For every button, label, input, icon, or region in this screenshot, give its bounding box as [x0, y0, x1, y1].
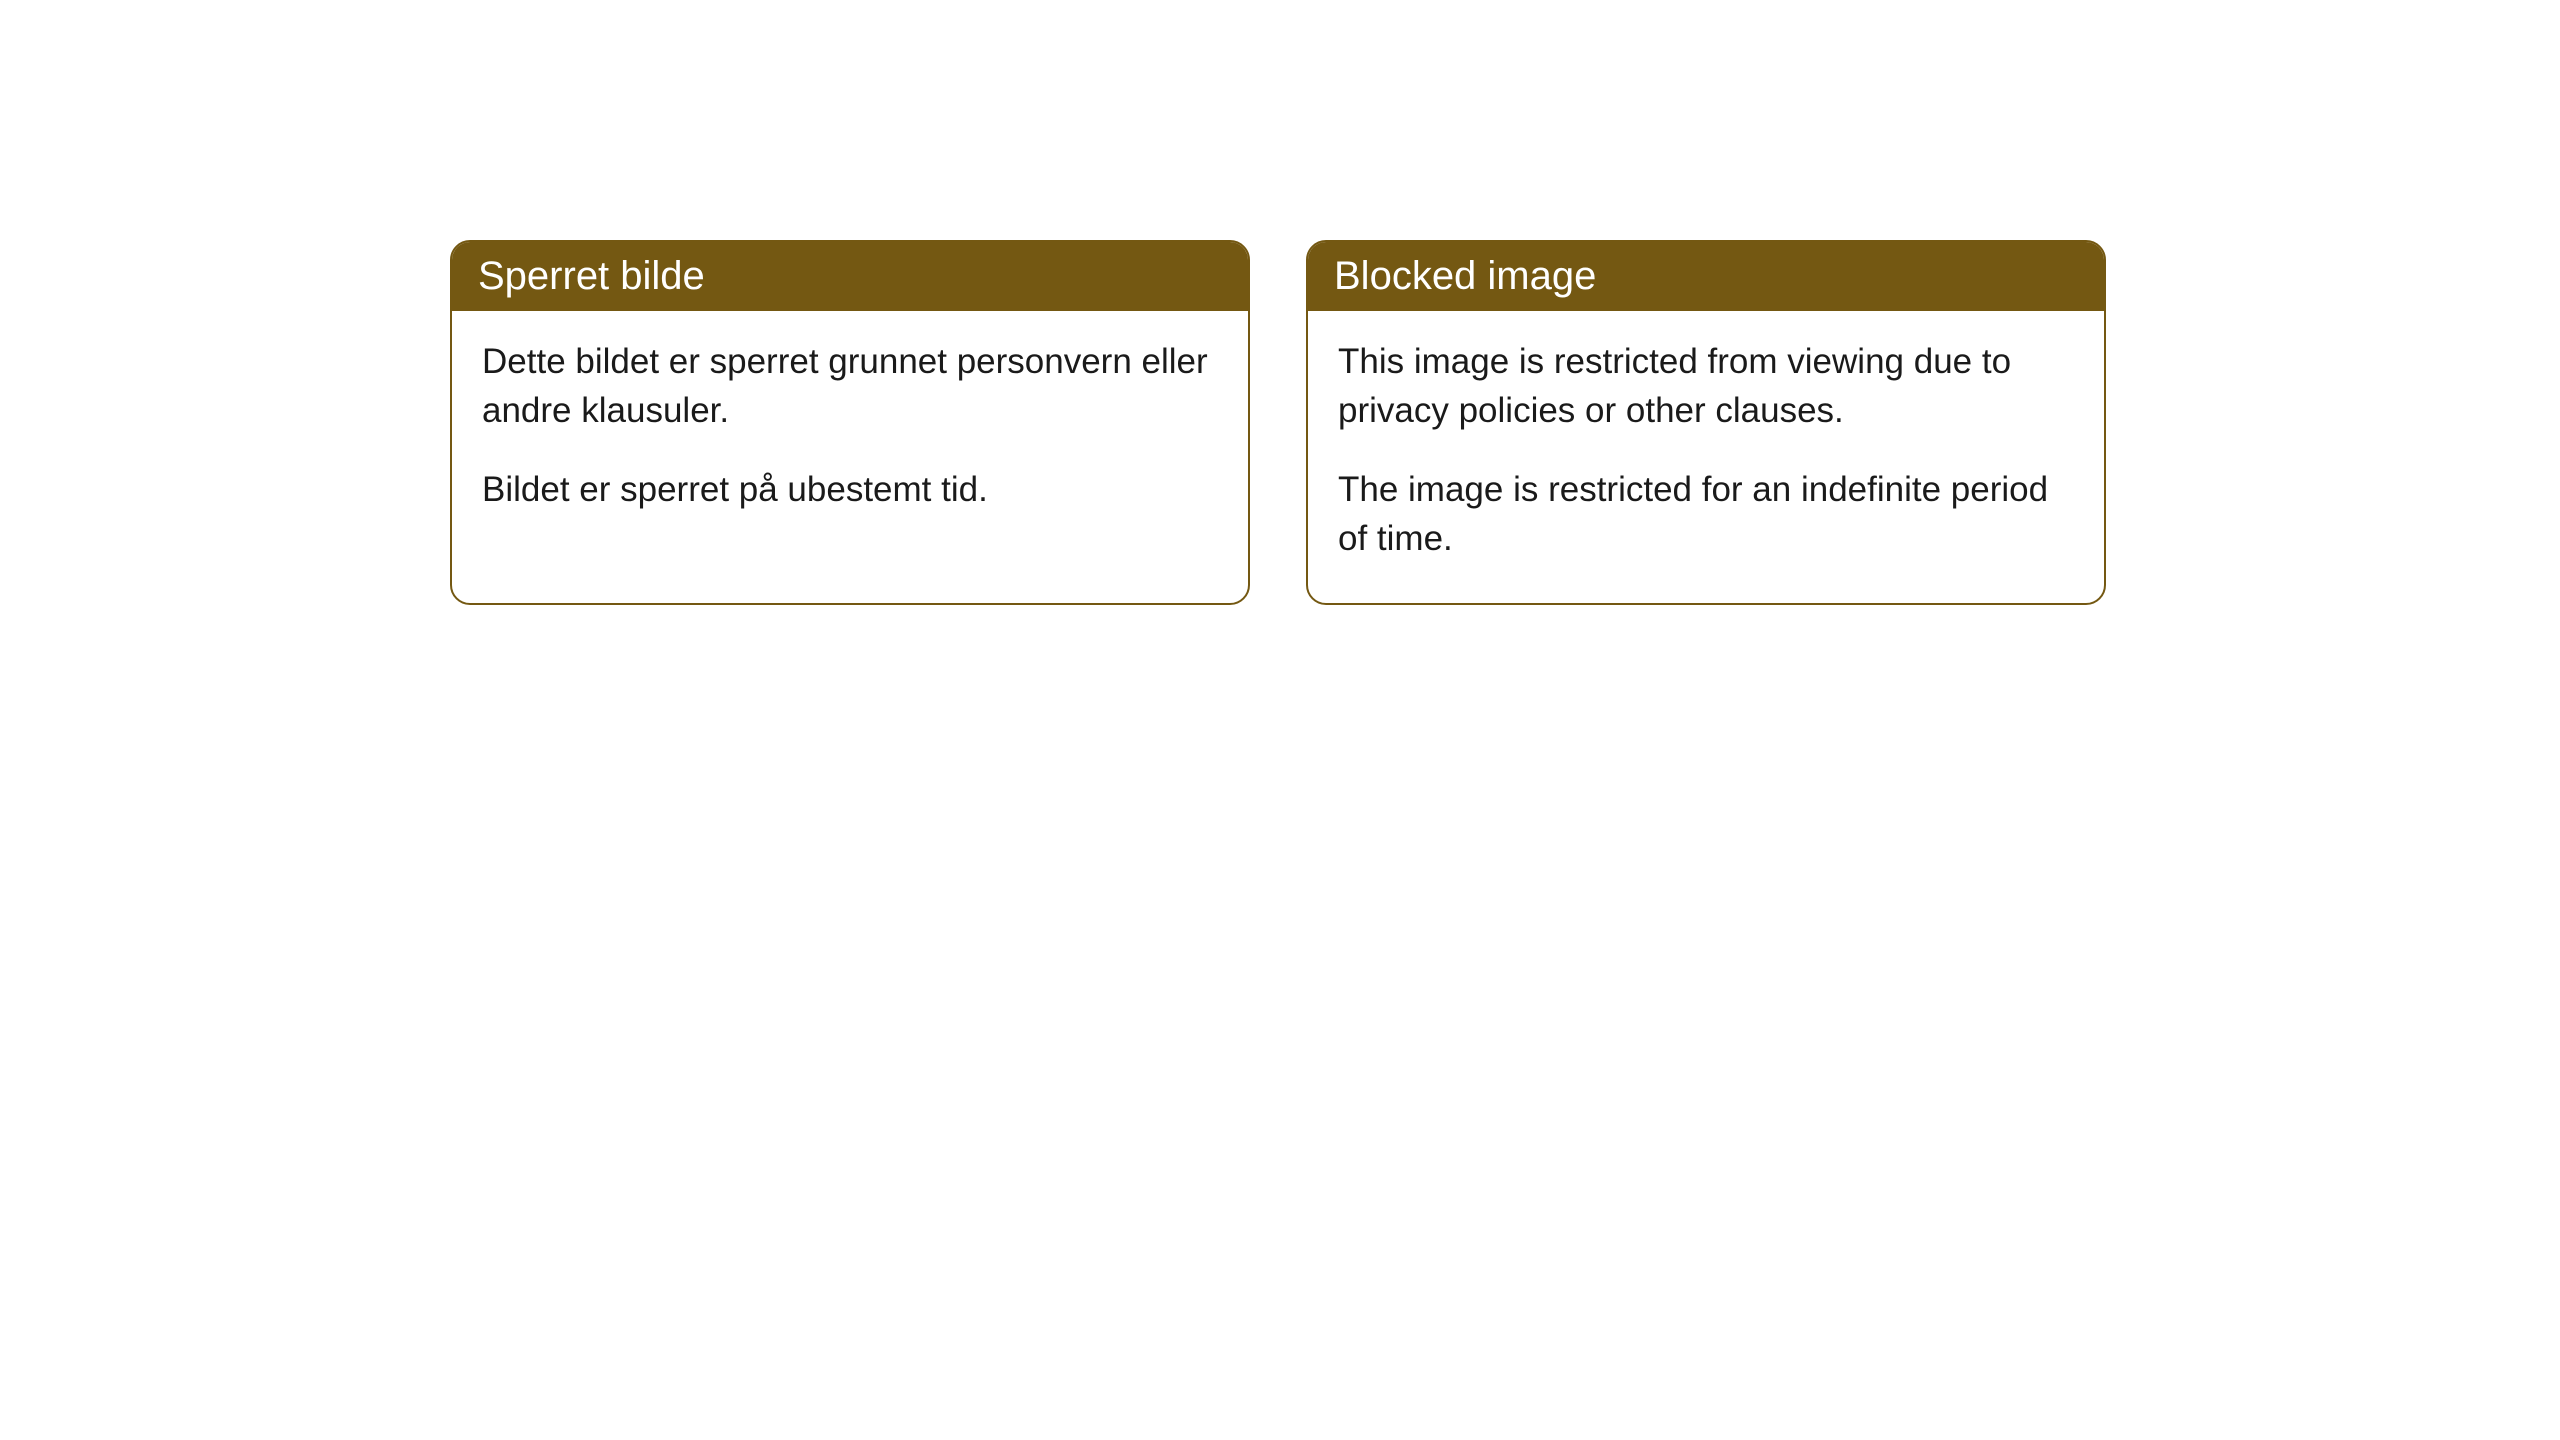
notice-cards-container: Sperret bilde Dette bildet er sperret gr… [450, 240, 2106, 605]
card-body-english: This image is restricted from viewing du… [1308, 311, 2104, 603]
card-header-english: Blocked image [1308, 242, 2104, 311]
card-header-norwegian: Sperret bilde [452, 242, 1248, 311]
card-title: Blocked image [1334, 254, 1596, 298]
card-paragraph-2: The image is restricted for an indefinit… [1338, 465, 2074, 563]
card-body-norwegian: Dette bildet er sperret grunnet personve… [452, 311, 1248, 554]
card-paragraph-2: Bildet er sperret på ubestemt tid. [482, 465, 1218, 514]
card-paragraph-1: This image is restricted from viewing du… [1338, 337, 2074, 435]
blocked-image-card-english: Blocked image This image is restricted f… [1306, 240, 2106, 605]
card-paragraph-1: Dette bildet er sperret grunnet personve… [482, 337, 1218, 435]
blocked-image-card-norwegian: Sperret bilde Dette bildet er sperret gr… [450, 240, 1250, 605]
card-title: Sperret bilde [478, 254, 705, 298]
